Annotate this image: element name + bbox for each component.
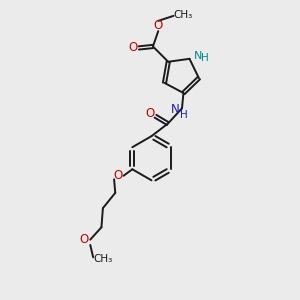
Text: N: N [171,103,180,116]
Text: O: O [154,19,163,32]
Text: CH₃: CH₃ [173,10,193,20]
Text: H: H [201,53,209,63]
Text: O: O [80,232,89,246]
Text: O: O [113,169,122,182]
Text: O: O [145,107,154,120]
Text: O: O [128,41,137,54]
Text: CH₃: CH₃ [94,254,113,264]
Text: H: H [180,110,188,120]
Text: N: N [194,51,202,62]
